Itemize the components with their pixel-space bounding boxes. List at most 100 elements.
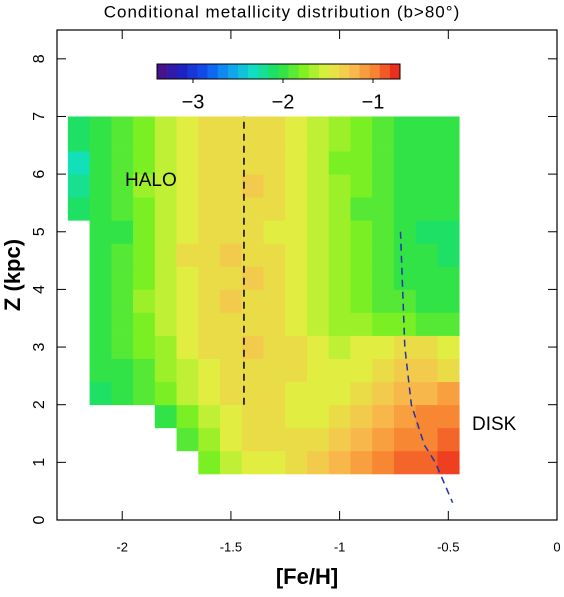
heatmap-cell	[198, 220, 221, 244]
heatmap-cell	[437, 151, 460, 175]
heatmap-cell	[220, 289, 243, 313]
heatmap-cell	[111, 381, 134, 406]
heatmap-cell	[263, 358, 286, 383]
heatmap-cell	[263, 289, 286, 313]
heatmap-cell	[372, 243, 395, 267]
x-tick-label: -2	[116, 539, 128, 554]
heatmap-cell	[415, 381, 438, 406]
heatmap-cell	[220, 404, 243, 429]
heatmap-cell	[328, 312, 351, 336]
heatmap-cell	[67, 151, 91, 175]
heatmap-cell	[415, 266, 438, 290]
heatmap-cell	[307, 266, 330, 290]
heatmap-cell	[437, 312, 460, 336]
colorbar-swatch	[389, 64, 401, 79]
heatmap-cell	[393, 404, 417, 429]
heatmap-cell	[285, 197, 308, 221]
heatmap-cell	[307, 450, 330, 475]
heatmap-cell	[437, 381, 460, 406]
heatmap-cell	[328, 335, 351, 359]
heatmap-cell	[372, 427, 395, 452]
heatmap-cell	[176, 174, 199, 198]
colorbar-swatch	[268, 64, 279, 79]
heatmap-cell	[241, 220, 264, 244]
heatmap-cell	[415, 289, 438, 313]
heatmap-cell	[437, 116, 460, 152]
heatmap-cell	[372, 197, 395, 221]
heatmap-cell	[307, 116, 330, 152]
colorbar-swatch	[278, 64, 289, 79]
heatmap-cell	[393, 289, 417, 313]
heatmap-cell	[111, 116, 134, 152]
heatmap-cell	[89, 151, 112, 175]
heatmap-cell	[285, 358, 308, 383]
heatmap-cell	[372, 335, 395, 359]
heatmap-cell	[350, 381, 373, 406]
heatmap-cell	[307, 381, 330, 406]
colorbar-swatch	[379, 64, 391, 79]
heatmap-cell	[372, 174, 395, 198]
heatmap-cell	[241, 116, 264, 152]
heatmap-cell	[393, 151, 417, 175]
colorbar-swatch	[329, 64, 340, 79]
heatmap-cell	[328, 358, 351, 383]
heatmap-cell	[89, 289, 112, 313]
heatmap-cell	[111, 358, 134, 383]
heatmap-cell	[198, 450, 221, 475]
heatmap-cell	[133, 358, 156, 383]
heatmap-cell	[154, 289, 177, 313]
colorbar-swatch	[308, 64, 320, 79]
heatmap-cell	[89, 220, 112, 244]
heatmap-cell	[89, 335, 112, 359]
heatmap-cell	[415, 151, 438, 175]
colorbar-swatch	[359, 64, 370, 79]
colorbar-swatch	[167, 64, 178, 79]
heatmap-cell	[154, 243, 177, 267]
heatmap-cell	[220, 174, 243, 198]
heatmap-cell	[176, 358, 199, 383]
colorbar-swatch	[177, 64, 188, 79]
y-tick-label: 6	[31, 170, 48, 179]
heatmap-cell	[133, 220, 156, 244]
heatmap-cell	[437, 243, 460, 267]
heatmap-cell	[198, 151, 221, 175]
heatmap-cell	[220, 358, 243, 383]
heatmap-cell	[154, 220, 177, 244]
heatmap-cell	[89, 358, 112, 383]
heatmap-cell	[350, 450, 373, 475]
heatmap-cell	[263, 174, 286, 198]
heatmap-cell	[393, 266, 417, 290]
heatmap-cell	[393, 197, 417, 221]
heatmap-cell	[328, 404, 351, 429]
heatmap-cell	[176, 335, 199, 359]
heatmap-cell	[241, 358, 264, 383]
heatmap-cell	[285, 450, 308, 475]
annotation: HALO	[125, 170, 177, 191]
x-tick-label: -1.5	[220, 539, 242, 554]
heatmap-cell	[176, 243, 199, 267]
heatmap-cell	[328, 289, 351, 313]
heatmap-cell	[350, 358, 373, 383]
heatmap-cell	[89, 266, 112, 290]
heatmap-cell	[67, 116, 91, 152]
heatmap-cell	[307, 289, 330, 313]
heatmap-cell	[372, 266, 395, 290]
heatmap-cell	[285, 174, 308, 198]
heatmap-cell	[133, 174, 156, 198]
heatmap-cell	[437, 197, 460, 221]
heatmap-cell	[154, 358, 177, 383]
x-tick-label: 0	[553, 539, 560, 554]
colorbar-swatch	[298, 64, 310, 79]
heatmap-cell	[415, 220, 438, 244]
heatmap-cell	[372, 450, 395, 475]
heatmap-cell	[241, 312, 264, 336]
heatmap-cell	[350, 404, 373, 429]
heatmap-cell	[393, 427, 417, 452]
y-axis-label: Z (kpc)	[0, 239, 25, 311]
heatmap-cell	[154, 174, 177, 198]
heatmap-cell	[241, 243, 264, 267]
colorbar-swatch	[197, 64, 208, 79]
heatmap-cell	[263, 335, 286, 359]
heatmap-cell	[263, 404, 286, 429]
